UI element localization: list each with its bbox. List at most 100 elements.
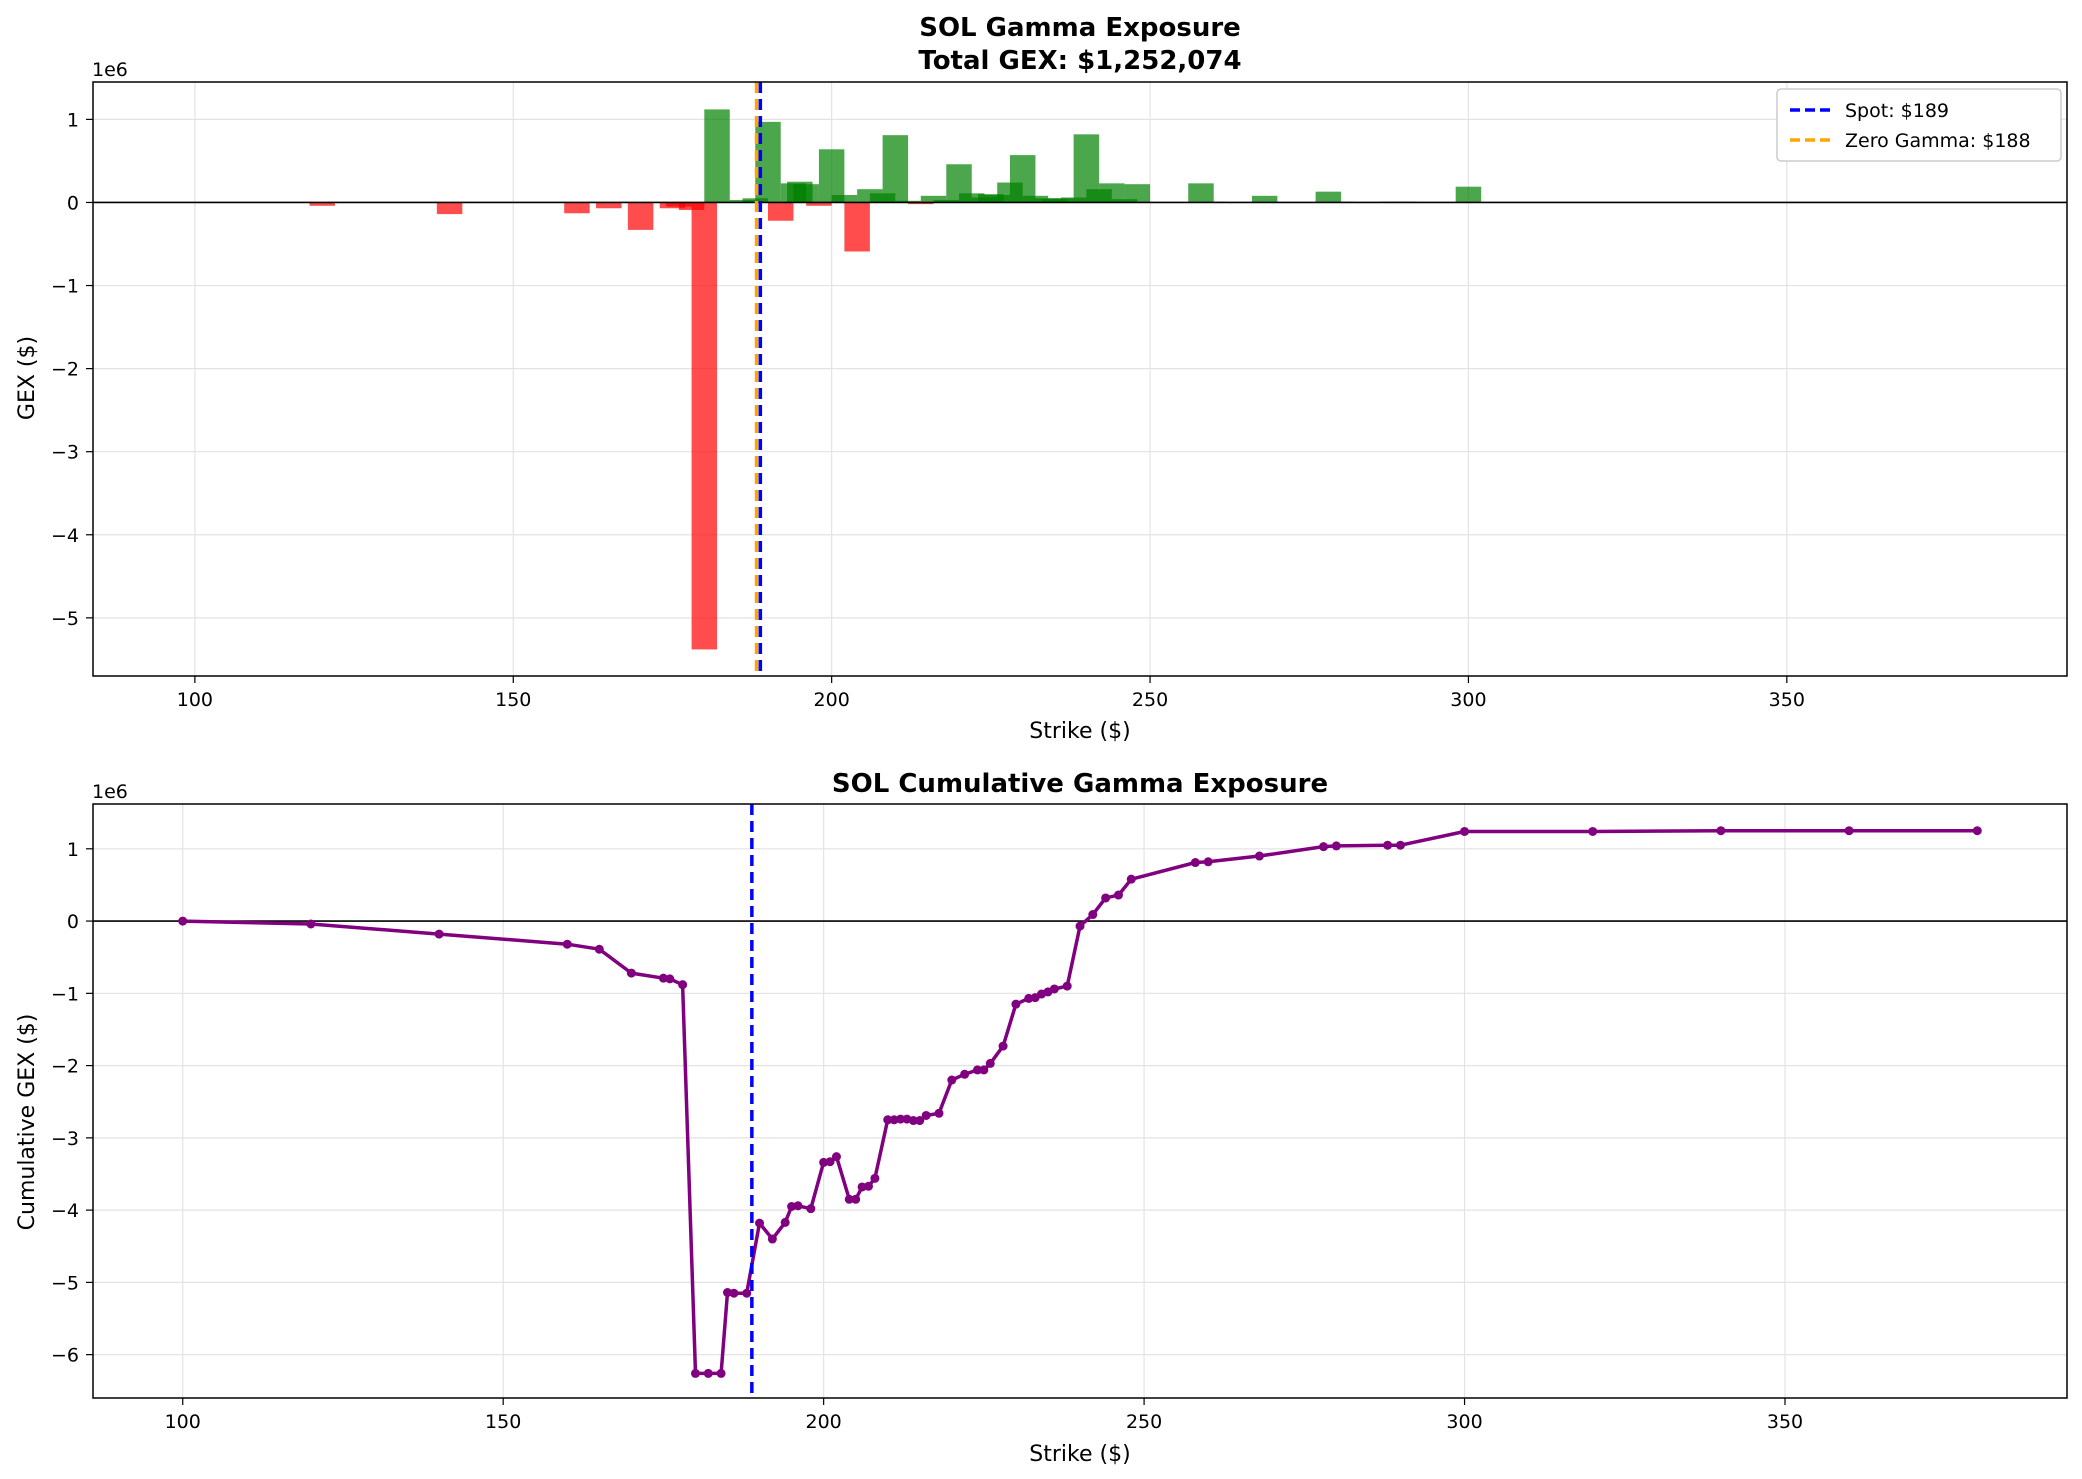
cumulative-point [434, 929, 444, 939]
gex-x-tick-label: 100 [177, 689, 213, 711]
cumulative-y-tick-label: 0 [67, 911, 79, 933]
gex-bar [767, 202, 794, 221]
gex-bar [818, 149, 845, 203]
cumulative-point [998, 1041, 1008, 1051]
cumulative-point [1075, 921, 1085, 931]
cumulative-point [767, 1234, 777, 1244]
gex-bar [1251, 195, 1278, 203]
cumulative-point [1844, 826, 1854, 836]
gex-y-tick-label: −5 [51, 608, 79, 630]
cumulative-point [870, 1173, 880, 1183]
cumulative-x-tick-label: 200 [806, 1411, 842, 1433]
gex-legend: Spot: $189 Zero Gamma: $188 [1776, 88, 2062, 162]
gex-chart-title: SOL Gamma Exposure [919, 13, 1241, 43]
cumulative-point [908, 1116, 918, 1126]
gex-bar [1455, 186, 1482, 203]
cumulative-point [1254, 851, 1264, 861]
gex-y-offset-label: 1e6 [92, 59, 128, 81]
gex-y-tick-label: −3 [51, 442, 79, 464]
gex-bar [564, 202, 590, 214]
cumulative-point [806, 1204, 816, 1214]
gex-grid [93, 82, 2067, 676]
gex-y-tick-label: 1 [67, 109, 79, 131]
cumulative-point [1126, 874, 1136, 884]
gex-chart-subtitle: Total GEX: $1,252,074 [918, 46, 1241, 76]
cumulative-y-axis-label: Cumulative GEX ($) [15, 1014, 40, 1231]
gex-bar [596, 202, 622, 209]
cumulative-point [703, 1368, 713, 1378]
cumulative-point [947, 1075, 957, 1085]
cumulative-point [972, 1065, 982, 1075]
cumulative-point [1049, 984, 1059, 994]
cumulative-point [864, 1181, 873, 1191]
legend-spot-label: Spot: $189 [1845, 100, 1949, 122]
gex-bar [895, 200, 921, 203]
cumulative-point [825, 1157, 835, 1167]
cumulative-point [690, 1368, 700, 1378]
gex-bar [1009, 155, 1036, 203]
gex-y-tick-label: 0 [67, 192, 79, 214]
cumulative-y-tick-label: 1 [67, 839, 79, 861]
cumulative-y-tick-label: −4 [51, 1200, 79, 1222]
cumulative-point [851, 1194, 861, 1204]
cumulative-point [896, 1114, 906, 1124]
gex-x-tick-label: 350 [1769, 689, 1805, 711]
cumulative-point [883, 1115, 893, 1125]
legend-zero-gamma-label: Zero Gamma: $188 [1845, 130, 2031, 152]
cumulative-point [678, 980, 688, 990]
gex-bar [882, 135, 909, 203]
cumulative-point [831, 1152, 841, 1162]
cumulative-y-tick-label: −1 [51, 983, 79, 1005]
gex-bars [93, 82, 2067, 676]
gex-x-axis-label: Strike ($) [1029, 719, 1130, 744]
cumulative-point [934, 1108, 944, 1118]
cumulative-point [1460, 826, 1470, 836]
gex-plot-frame [92, 81, 2068, 677]
gex-bar [691, 202, 718, 650]
gex-bar [908, 202, 934, 205]
gex-bar [1188, 183, 1214, 203]
cumulative-y-tick-label: −2 [51, 1056, 79, 1078]
gex-y-tick-label: −2 [51, 359, 79, 381]
cumulative-point [1331, 841, 1341, 851]
cumulative-point [844, 1194, 854, 1204]
cumulative-y-tick-label: −5 [51, 1272, 79, 1294]
cumulative-point [1395, 840, 1405, 850]
cumulative-point [594, 944, 604, 954]
gex-x-tick-label: 250 [1132, 689, 1168, 711]
gex-y-axis-label: GEX ($) [15, 336, 40, 420]
cumulative-x-tick-label: 150 [485, 1411, 521, 1433]
cumulative-point [1716, 826, 1726, 836]
gex-bar [844, 202, 870, 252]
gex-bar [793, 184, 819, 203]
cumulative-point [716, 1368, 726, 1378]
gex-bar [627, 202, 654, 230]
cumulative-point [1588, 826, 1598, 836]
cumulative-y-offset-label: 1e6 [92, 781, 128, 803]
legend-box [1776, 88, 2062, 162]
cumulative-point [626, 968, 636, 978]
gex-x-tick-label: 150 [495, 689, 531, 711]
cumulative-point [960, 1069, 970, 1079]
gex-bar [309, 202, 335, 206]
cumulative-point [729, 1288, 739, 1298]
cumulative-point [562, 939, 572, 949]
cumulative-point [793, 1201, 803, 1211]
cumulative-point [1319, 842, 1329, 852]
cumulative-point [1190, 858, 1200, 868]
gex-bar [1099, 183, 1125, 203]
cumulative-y-tick-label: −6 [51, 1345, 79, 1367]
gex-y-tick-label: −4 [51, 525, 79, 547]
gex-bar [704, 109, 730, 203]
cumulative-x-tick-label: 100 [165, 1411, 201, 1433]
cumulative-grid [93, 804, 2067, 1398]
cumulative-point [306, 919, 316, 929]
cumulative-point [915, 1116, 925, 1126]
cumulative-chart-title: SOL Cumulative Gamma Exposure [832, 769, 1328, 799]
gex-axes: 100 150 200 250 300 350 1 0 −1 −2 −3 −4 −5 [51, 81, 2068, 711]
cumulative-line [182, 828, 1978, 1376]
gex-bar [1315, 191, 1342, 203]
cumulative-axes: 100 150 200 250 300 350 1 0 −1 −2 −3 −4 −5 −6 [51, 803, 2068, 1433]
cumulative-point [178, 916, 188, 926]
